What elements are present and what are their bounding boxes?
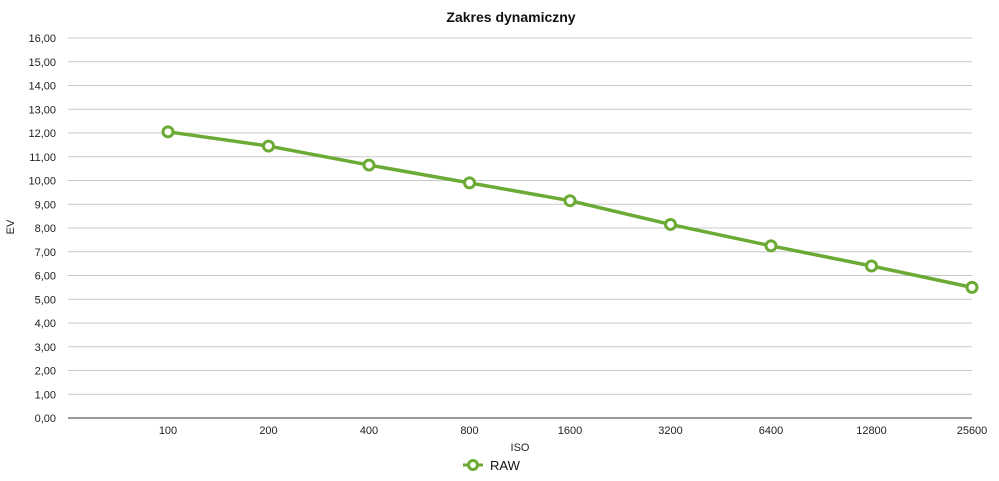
x-tick-label: 400 <box>360 425 378 437</box>
y-tick-label: 16,00 <box>28 33 56 45</box>
data-point <box>463 176 476 190</box>
x-tick-label: 12800 <box>856 425 887 437</box>
legend-label-raw: RAW <box>490 458 521 473</box>
chart-title: Zakres dynamiczny <box>446 9 575 25</box>
series-line <box>167 130 973 290</box>
y-tick-label: 4,00 <box>35 318 56 330</box>
data-point <box>764 239 778 253</box>
y-tick-label: 0,00 <box>35 413 56 425</box>
y-tick-label: 2,00 <box>35 366 56 378</box>
y-tick-label: 5,00 <box>35 294 56 306</box>
y-axis-label: EV <box>5 219 17 234</box>
data-point <box>161 125 175 139</box>
y-tick-label: 6,00 <box>35 271 56 283</box>
y-tick-label: 11,00 <box>29 152 56 164</box>
data-point <box>865 259 878 273</box>
y-tick-label: 13,00 <box>28 104 56 116</box>
series-raw <box>161 125 979 294</box>
legend-swatch-marker <box>467 459 479 471</box>
data-point <box>362 158 376 172</box>
x-axis-label: ISO <box>511 442 530 454</box>
y-tick-label: 3,00 <box>35 342 56 354</box>
data-point <box>965 280 979 294</box>
x-tick-label: 100 <box>159 425 177 437</box>
x-tick-label: 25600 <box>957 425 988 437</box>
y-tick-labels: 0,00 1,00 2,00 3,00 4,00 5,00 6,00 7,00 8,00 9,00… <box>28 33 56 425</box>
legend: RAW <box>463 458 521 473</box>
y-tick-label: 15,00 <box>28 57 56 69</box>
x-tick-label: 3200 <box>658 425 682 437</box>
x-tick-label: 200 <box>259 425 277 437</box>
y-tick-label: 10,00 <box>28 176 56 188</box>
x-tick-label: 1600 <box>558 425 582 437</box>
x-tick-label: 800 <box>460 425 478 437</box>
x-tick-labels: 100 200 400 800 1600 3200 6400 12800 25600 <box>159 425 987 437</box>
y-tick-label: 12,00 <box>28 128 56 140</box>
data-point <box>262 139 275 153</box>
y-tick-label: 7,00 <box>35 247 56 259</box>
data-point <box>563 194 577 208</box>
y-tick-label: 9,00 <box>35 199 56 211</box>
y-tick-label: 8,00 <box>35 223 56 235</box>
y-tick-label: 1,00 <box>35 389 56 401</box>
y-tick-label: 14,00 <box>28 81 56 93</box>
data-point <box>664 217 677 231</box>
x-tick-label: 6400 <box>759 425 783 437</box>
gridlines <box>68 37 972 395</box>
